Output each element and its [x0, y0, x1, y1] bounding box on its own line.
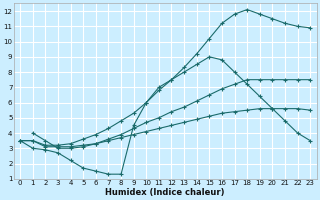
X-axis label: Humidex (Indice chaleur): Humidex (Indice chaleur) [106, 188, 225, 197]
